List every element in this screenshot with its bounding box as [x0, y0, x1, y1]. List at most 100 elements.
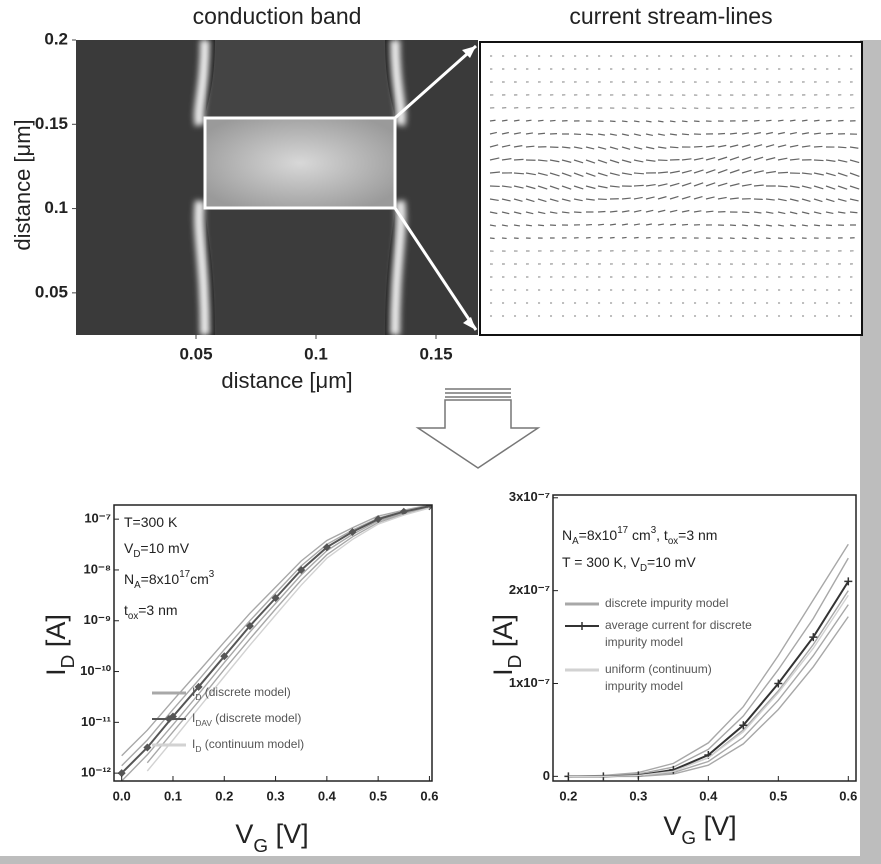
- stream-arrow: [597, 172, 608, 177]
- legend-label: IDAV (discrete model): [192, 711, 301, 728]
- stream-arrow: [585, 172, 596, 177]
- plot-area: [117, 505, 432, 781]
- panel-frame: [479, 41, 863, 336]
- stream-arrow: [645, 120, 652, 123]
- stream-arrow: [693, 210, 702, 213]
- stream-arrow: [813, 132, 822, 135]
- stream-arrow: [537, 172, 548, 176]
- stream-arrow: [717, 156, 728, 161]
- x-axis-label: VG [V]: [663, 811, 736, 848]
- stream-arrow: [765, 119, 772, 122]
- down-arrow: [415, 388, 541, 469]
- stream-arrow: [765, 198, 775, 201]
- stream-arrow: [549, 211, 558, 214]
- stream-arrow: [777, 224, 785, 227]
- text-segment: =8x10: [579, 527, 618, 543]
- stream-arrow: [633, 146, 643, 150]
- zoom-arrow: [394, 44, 477, 120]
- stream-arrow: [513, 172, 525, 175]
- stream-arrow: [489, 211, 498, 215]
- stream-arrow: [597, 223, 605, 226]
- plot-area: [564, 543, 853, 781]
- stream-arrow: [717, 169, 728, 174]
- stream-arrow: [705, 145, 715, 148]
- stream-arrow: [645, 133, 653, 137]
- stream-arrow: [489, 157, 500, 161]
- stream-arrow: [561, 172, 572, 177]
- stream-arrow: [549, 159, 560, 163]
- stream-arrow: [825, 198, 835, 203]
- text-segment: I: [192, 685, 195, 699]
- y-tick-label: 0.15: [35, 114, 68, 133]
- y-axis-label: distance [μm]: [10, 119, 35, 250]
- stream-arrow: [669, 120, 676, 123]
- text-segment: I: [488, 668, 518, 676]
- text-segment: G: [253, 836, 268, 857]
- stream-arrow: [741, 132, 750, 135]
- legend-label: discrete impurity model: [605, 596, 728, 610]
- stream-arrow: [741, 237, 747, 240]
- text-segment: =3 nm: [678, 527, 717, 543]
- stream-arrow: [633, 159, 644, 163]
- text-segment: 3: [651, 525, 657, 536]
- marker: [271, 594, 280, 603]
- y-axis-label: ID [A]: [488, 614, 525, 676]
- stream-arrow: [525, 224, 533, 227]
- stream-arrow: [501, 158, 512, 161]
- stream-arrow: [849, 198, 859, 202]
- text-segment: T=300 K: [124, 514, 178, 530]
- text-segment: V: [235, 819, 253, 849]
- stream-arrow: [597, 133, 606, 136]
- stream-arrow: [573, 172, 584, 177]
- stream-arrow: [825, 119, 832, 122]
- stream-arrow: [489, 144, 499, 148]
- stream-arrow: [621, 133, 629, 137]
- stream-arrow: [549, 119, 556, 122]
- legend-label: ID (discrete model): [192, 685, 291, 702]
- stream-arrow: [753, 211, 762, 214]
- stream-arrow: [777, 131, 785, 135]
- stream-arrow: [585, 159, 596, 164]
- stream-arrow: [729, 156, 740, 161]
- text-segment: ox: [668, 536, 678, 547]
- stream-arrow: [825, 211, 834, 215]
- stream-arrow: [717, 144, 727, 148]
- stream-arrow: [633, 209, 642, 213]
- x-tick-label: 0.5: [769, 788, 787, 803]
- stream-arrow: [669, 170, 680, 174]
- stream-arrow: [837, 211, 846, 214]
- legend-label: impurity model: [605, 679, 683, 693]
- stream-arrow: [609, 185, 620, 188]
- stream-arrow: [777, 185, 788, 188]
- text-segment: (discrete model): [201, 685, 290, 699]
- stream-arrow: [681, 182, 692, 187]
- stream-arrow: [741, 156, 752, 161]
- marker: [117, 769, 126, 778]
- y-tick-label: 10⁻⁷: [84, 511, 111, 526]
- annotation: tox=3 nm: [124, 602, 178, 622]
- text-segment: cm: [190, 571, 209, 587]
- stream-arrow: [645, 209, 654, 213]
- page-shadow: [0, 856, 881, 864]
- text-segment: D: [58, 655, 79, 669]
- x-tick-label: 0.0: [113, 788, 131, 803]
- stream-arrow: [657, 133, 666, 136]
- text-segment: [A]: [41, 614, 71, 655]
- text-segment: , t: [656, 527, 668, 543]
- stream-arrow: [837, 198, 847, 202]
- stream-arrow: [657, 171, 669, 174]
- text-segment: =8x10: [141, 571, 180, 587]
- text-segment: I: [192, 711, 195, 725]
- stream-arrow: [537, 185, 548, 190]
- stream-arrow: [489, 171, 501, 174]
- stream-arrow: [777, 144, 787, 148]
- text-segment: [V]: [268, 819, 309, 849]
- zoom-arrow: [393, 207, 478, 331]
- marker: [245, 621, 254, 630]
- zoom-box: [203, 116, 397, 210]
- marker: [374, 515, 383, 524]
- x-tick-label: 0.5: [369, 788, 387, 803]
- stream-arrow: [741, 183, 752, 187]
- stream-arrow: [525, 211, 534, 215]
- x-tick-label: 0.4: [699, 788, 718, 803]
